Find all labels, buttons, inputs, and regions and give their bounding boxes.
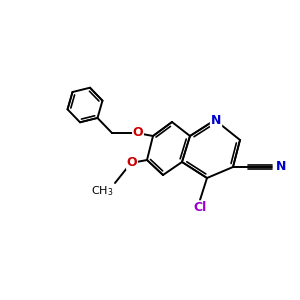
Text: N: N [276, 160, 286, 173]
Text: N: N [211, 113, 221, 127]
Text: O: O [133, 127, 143, 140]
Text: O: O [127, 157, 137, 169]
Text: CH$_3$: CH$_3$ [91, 184, 113, 198]
Text: Cl: Cl [194, 201, 207, 214]
